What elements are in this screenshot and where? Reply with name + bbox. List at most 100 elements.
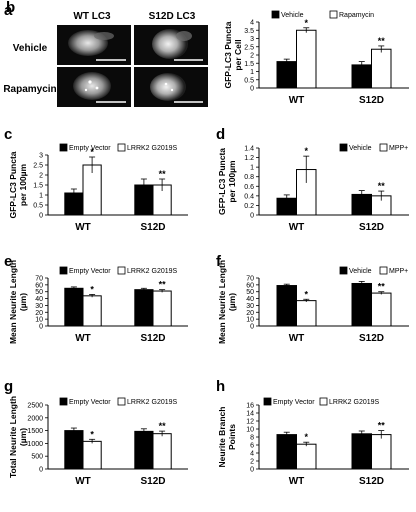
y-tick-label-f: 70 xyxy=(246,276,254,283)
y-tick-label-d: 1.4 xyxy=(244,146,254,153)
significance-mark-d: * xyxy=(304,146,308,156)
y-tick-label-f: 30 xyxy=(246,303,254,310)
y-axis-label-b-line-1: GFP-LC3 Puncta xyxy=(223,21,233,88)
significance-mark-e: * xyxy=(90,284,94,294)
y-tick-label-h: 8 xyxy=(250,435,254,442)
y-tick-label-f: 0 xyxy=(250,324,254,331)
bar-b-s12d-1 xyxy=(371,48,392,89)
y-tick-label-g: 2500 xyxy=(27,403,43,410)
y-axis-label-d-line-1: GFP-LC3 Puncta xyxy=(217,148,227,215)
chart-c: c GFP-LC3 Puncta per 100µm 0 0.5 1 1.5 2 2.5 3 * WT… xyxy=(4,126,188,233)
y-tick-label-h: 0 xyxy=(250,467,254,474)
y-tick-label-d: 0.4 xyxy=(244,193,254,200)
bar-g-wt-1 xyxy=(82,440,102,470)
y-tick-label-b: 1 xyxy=(250,69,254,76)
legend-label-g: LRRK2 G2019S xyxy=(127,399,178,406)
legend-swatch-b xyxy=(271,10,280,19)
bar-e-s12d-1 xyxy=(152,290,172,327)
y-axis-label-h-line-2: Points xyxy=(227,424,237,450)
significance-mark-d: ** xyxy=(378,181,386,191)
y-axis-label-d-line-2: per 100µm xyxy=(227,160,237,203)
micrograph-wt-vehicle xyxy=(57,25,131,65)
y-tick-label-f: 10 xyxy=(246,317,254,324)
y-axis-label-e-line-1: Mean Neurite Length xyxy=(8,260,18,344)
micrograph-s12d-rapamycin xyxy=(134,67,208,107)
y-tick-label-e: 10 xyxy=(35,317,43,324)
bar-f-s12d-1 xyxy=(371,292,392,327)
significance-mark-c: ** xyxy=(159,169,167,179)
category-label-c: S12D xyxy=(140,222,165,233)
legend-label-d: MPP+ xyxy=(389,145,408,152)
column-header-wt-lc3: WT LC3 xyxy=(73,11,111,22)
legend-label-e: Empty Vector xyxy=(69,268,111,275)
y-axis-label-f-line-1: Mean Neurite Length xyxy=(217,260,227,344)
panel-letter-d: d xyxy=(216,126,225,143)
significance-mark-b: ** xyxy=(378,36,386,46)
legend-swatch-g xyxy=(117,397,126,406)
y-axis-label-c-line-2: per 100µm xyxy=(18,163,28,206)
y-tick-label-c: 2 xyxy=(39,173,43,180)
significance-mark-g: ** xyxy=(159,421,167,431)
chart-b: b GFP-LC3 Puncta per Cell 0 0.511.52 2.533.54… xyxy=(6,0,409,106)
y-tick-label-e: 40 xyxy=(35,296,43,303)
bar-f-s12d-0 xyxy=(351,282,372,327)
y-tick-label-b: 0.5 xyxy=(244,77,254,84)
y-tick-label-b: 3.5 xyxy=(244,28,254,35)
y-tick-label-f: 20 xyxy=(246,310,254,317)
y-tick-label-h: 16 xyxy=(246,403,254,410)
y-tick-label-e: 60 xyxy=(35,282,43,289)
y-tick-label-c: 0.5 xyxy=(33,203,43,210)
y-tick-label-f: 50 xyxy=(246,289,254,296)
y-tick-label-c: 3 xyxy=(39,153,43,160)
category-label-b: WT xyxy=(289,95,305,106)
y-axis-label-g-line-1: Total Neurite Length xyxy=(8,396,18,478)
category-label-b: S12D xyxy=(359,95,384,106)
significance-mark-f: ** xyxy=(378,282,386,292)
bar-h-s12d-1 xyxy=(371,434,392,470)
legend-swatch-c xyxy=(59,143,68,152)
micrograph-wt-rapamycin xyxy=(57,67,131,107)
y-tick-label-c: 1.5 xyxy=(33,183,43,190)
y-tick-label-b: 2.5 xyxy=(244,44,254,51)
y-axis-label-g-line-2: (µm) xyxy=(18,428,28,446)
y-tick-label-e: 30 xyxy=(35,303,43,310)
y-axis-label-f-line-2: (µm) xyxy=(227,293,237,311)
y-tick-label-c: 2.5 xyxy=(33,163,43,170)
panel-letter-g: g xyxy=(4,378,13,395)
category-label-e: WT xyxy=(75,333,91,344)
y-tick-label-g: 1000 xyxy=(27,441,43,448)
y-tick-label-b: 3 xyxy=(250,36,254,43)
panel-letter-h: h xyxy=(216,378,225,395)
row-label-vehicle: Vehicle xyxy=(13,43,48,54)
legend-swatch-h xyxy=(319,397,328,406)
category-label-c: WT xyxy=(75,222,91,233)
panel-letter-b: b xyxy=(6,0,15,16)
y-tick-label-e: 0 xyxy=(39,324,43,331)
y-tick-label-b: 0 xyxy=(250,86,254,93)
y-axis-label-h-line-1: Neurite Branch xyxy=(217,407,227,468)
category-label-h: WT xyxy=(289,476,305,487)
bar-b-wt-0 xyxy=(276,61,297,89)
significance-mark-f: * xyxy=(304,289,308,299)
legend-label-f: MPP+ xyxy=(389,268,408,275)
legend-label-b: Rapamycin xyxy=(339,12,374,19)
legend-swatch-h xyxy=(263,397,272,406)
chart-d: d GFP-LC3 Puncta per 100µm 0 0.2 0.4 0.6 0.8 1 1.… xyxy=(216,126,409,233)
y-tick-label-g: 500 xyxy=(31,454,43,461)
y-axis-label-b-line-2: per Cell xyxy=(233,39,243,70)
legend-swatch-f xyxy=(379,266,388,275)
bar-h-wt-0 xyxy=(276,434,297,470)
bar-f-wt-0 xyxy=(276,285,297,327)
category-label-e: S12D xyxy=(140,333,165,344)
panel-letter-e: e xyxy=(4,253,12,270)
panel-a: a WT LC3 S12D LC3 Vehicle Rapamycin xyxy=(3,2,208,107)
micrograph-s12d-vehicle xyxy=(134,25,208,65)
y-tick-label-f: 40 xyxy=(246,296,254,303)
legend-label-f: Vehicle xyxy=(349,268,372,275)
y-tick-label-b: 4 xyxy=(250,20,254,27)
